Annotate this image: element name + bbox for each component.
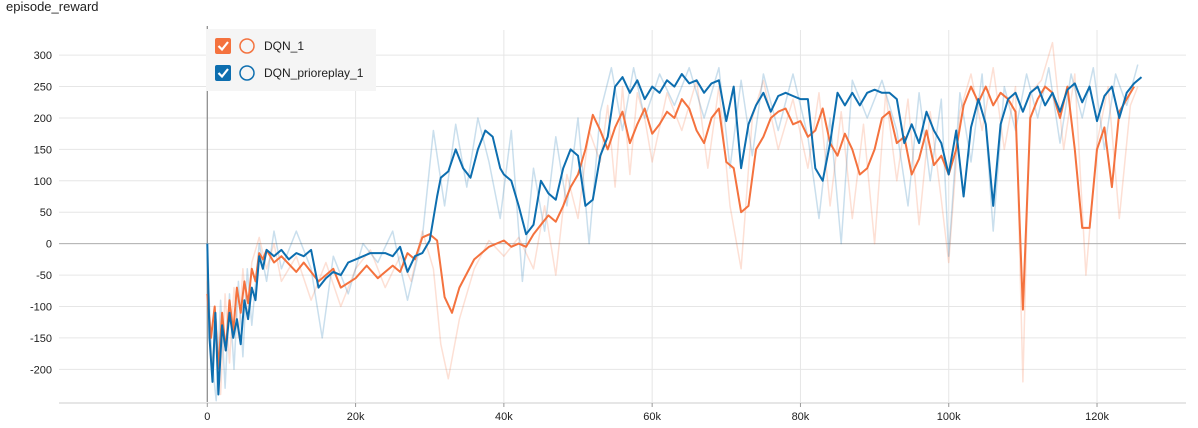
series-line-dqn-1[interactable]: [206, 85, 1135, 371]
y-tick-label: -100: [30, 301, 52, 313]
x-tick-label: 0: [204, 411, 210, 423]
y-tick-label: 250: [34, 82, 52, 94]
x-tick-label: 40k: [495, 411, 513, 423]
y-tick-label: 100: [34, 176, 52, 188]
x-tick-label: 60k: [643, 411, 661, 423]
y-tick-label: 50: [40, 207, 52, 219]
x-tick-label: 120k: [1085, 411, 1109, 423]
checkmark-icon: [217, 68, 229, 79]
legend: DQN_1 DQN_prioreplay_1: [206, 29, 376, 91]
legend-item-dqn-prioreplay-1[interactable]: DQN_prioreplay_1: [215, 65, 364, 81]
y-tick-label: 150: [34, 144, 52, 156]
legend-background: [206, 29, 376, 91]
y-tick-label: -150: [30, 333, 52, 345]
y-axis-ticks: -200 -150 -100 -50 0 50 100 150 200 250 300: [30, 50, 52, 376]
series-circle-icon: [239, 65, 255, 81]
y-tick-label: -200: [30, 364, 52, 376]
y-tick-label: -50: [36, 270, 52, 282]
chart-title: episode_reward: [6, 0, 99, 14]
checkmark-icon: [217, 41, 229, 52]
x-axis-ticks: 0 20k 40k 60k 80k 100k 120k: [204, 403, 1109, 423]
x-tick-label: 80k: [792, 411, 810, 423]
series-layer: [206, 41, 1143, 402]
legend-item-dqn-1[interactable]: DQN_1: [215, 38, 304, 54]
legend-label-dqn-prioreplay-1: DQN_prioreplay_1: [264, 66, 364, 80]
series-raw-dqn-prioreplay-1: [206, 64, 1139, 402]
legend-label-dqn-1: DQN_1: [264, 39, 304, 53]
series-line-dqn-prioreplay-1[interactable]: [206, 73, 1143, 396]
y-tick-label: 300: [34, 50, 52, 62]
y-tick-label: 200: [34, 113, 52, 125]
legend-checkbox-dqn-1[interactable]: [215, 38, 231, 54]
y-tick-label: 0: [46, 239, 52, 251]
legend-checkbox-dqn-prioreplay-1[interactable]: [215, 65, 231, 81]
x-tick-label: 100k: [937, 411, 961, 423]
x-tick-label: 20k: [347, 411, 365, 423]
series-circle-icon: [239, 38, 255, 54]
